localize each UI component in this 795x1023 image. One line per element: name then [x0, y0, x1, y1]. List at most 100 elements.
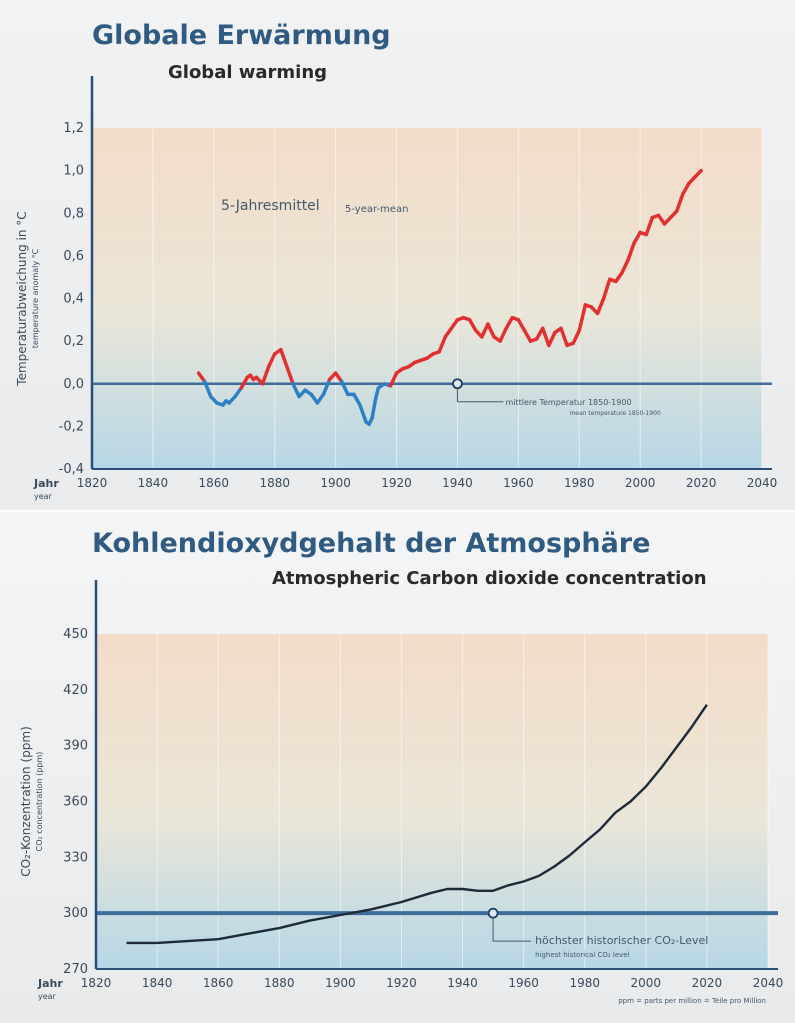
x-tick-label: 1980	[564, 476, 595, 490]
series-segment	[540, 326, 551, 348]
x-tick-label: 1940	[442, 476, 473, 490]
y-tick-label: 450	[63, 627, 88, 642]
series-segment	[674, 192, 685, 213]
series-segment	[693, 168, 703, 179]
y-tick-label: 0,4	[63, 292, 84, 307]
y-axis-sublabel: temperature anomaly °C	[31, 248, 40, 348]
reference-marker	[452, 378, 463, 390]
x-tick-label: 2000	[631, 976, 662, 990]
reference-leader	[456, 387, 504, 403]
series-segment	[522, 328, 533, 343]
x-axis-label: Jahr	[33, 477, 59, 490]
x-tick-label: 2020	[692, 976, 723, 990]
series-segment	[559, 326, 569, 348]
y-tick-label: 420	[63, 683, 88, 698]
x-tick-label: 2020	[686, 476, 717, 490]
series-segment	[480, 322, 490, 339]
chart-title: Globale Erwärmung	[92, 20, 391, 51]
series-segment	[516, 318, 527, 333]
series-segment	[467, 318, 478, 333]
y-tick-label: 300	[63, 906, 88, 921]
series-annotation: 5-Jahresmittel	[221, 198, 320, 214]
y-tick-label: 360	[63, 795, 88, 810]
series-segment	[595, 296, 606, 316]
series-segment	[681, 181, 691, 196]
series-annotation-sub: 5-year-mean	[345, 204, 408, 215]
series-segment	[291, 382, 301, 399]
x-tick-label: 2000	[625, 476, 656, 490]
x-tick-label: 1860	[199, 476, 230, 490]
series-segment	[285, 364, 295, 386]
x-tick-label: 2040	[747, 476, 778, 490]
reference-label: höchster historischer CO₂-Level	[535, 934, 708, 947]
x-tick-label: 1960	[508, 976, 539, 990]
series-segment	[266, 352, 277, 369]
x-tick-label: 1980	[569, 976, 600, 990]
footnote: ppm = parts per million = Teile pro Mill…	[618, 997, 766, 1005]
reference-marker	[487, 907, 499, 919]
reference-sublabel: highest historical CO₂ level	[535, 951, 630, 959]
series-segment	[239, 375, 250, 390]
reference-sublabel: mean temperature 1850-1900	[569, 410, 660, 417]
y-tick-label: 0,0	[63, 377, 84, 392]
x-tick-label: 1860	[203, 976, 234, 990]
x-tick-label: 1920	[381, 476, 412, 490]
series-segment	[632, 230, 642, 245]
series-segment	[626, 241, 636, 262]
temperature-chart: -0,4 -0,2 0,0 0,2 0,4 0,6 0,8 1,0 1,2 1820 1840 186…	[15, 76, 778, 501]
x-tick-label: 1920	[386, 976, 417, 990]
y-tick-label: -0,2	[59, 419, 84, 434]
series-segment	[370, 399, 377, 420]
y-axis-sublabel: CO₂ concentration (ppm)	[35, 752, 44, 852]
series-segment	[498, 326, 508, 343]
y-tick-label: 270	[63, 962, 88, 977]
series-segment	[339, 379, 350, 397]
y-axis-label: Temperaturabweichung in °C	[15, 211, 29, 386]
y-tick-label: -0,4	[59, 462, 84, 477]
series-segment	[620, 258, 630, 275]
x-tick-label: 1940	[447, 976, 478, 990]
series-segment	[321, 377, 332, 397]
series-segment	[577, 303, 588, 333]
y-tick-label: 0,2	[63, 334, 84, 349]
x-tick-label: 1840	[138, 476, 169, 490]
reference-label: mittlere Temperatur 1850-1900	[505, 398, 631, 407]
plot-area	[92, 128, 762, 469]
x-axis-sublabel: year	[38, 992, 57, 1001]
chart-subtitle: Atmospheric Carbon dioxide concentration	[272, 568, 707, 589]
reference-leader	[492, 917, 532, 942]
series-segment	[279, 347, 289, 369]
y-tick-label: 0,6	[63, 249, 84, 264]
chart-title: Kohlendioxydgehalt der Atmosphäre	[92, 528, 651, 559]
x-tick-label: 1900	[320, 476, 351, 490]
series-segment	[352, 392, 362, 407]
x-tick-label: 1880	[259, 476, 290, 490]
x-tick-label: 1960	[503, 476, 534, 490]
x-tick-label: 1840	[142, 976, 173, 990]
y-tick-label: 1,0	[63, 164, 84, 179]
series-segment	[388, 371, 399, 388]
series-segment	[437, 335, 448, 354]
series-segment	[644, 215, 655, 237]
x-axis-label: Jahr	[37, 977, 63, 990]
x-tick-label: 1820	[77, 476, 108, 490]
series-segment	[486, 322, 496, 339]
series-segment	[260, 364, 271, 386]
series-segment	[202, 379, 213, 399]
chart-subtitle: Global warming	[168, 62, 328, 83]
series-segment	[601, 277, 612, 301]
co2-panel: Kohlendioxydgehalt der Atmosphäre Atmosp…	[0, 512, 795, 1023]
x-axis-sublabel: year	[34, 492, 53, 501]
x-tick-label: 1880	[264, 976, 295, 990]
series-segment	[358, 403, 368, 424]
temperature-panel: Globale Erwärmung Global warming -0,4 -0,…	[0, 0, 795, 512]
y-tick-label: 0,8	[63, 206, 84, 221]
plot-area	[96, 634, 768, 969]
series-segment	[547, 330, 557, 348]
x-tick-label: 2040	[753, 976, 784, 990]
series-line	[126, 704, 708, 945]
y-axis-label: CO₂-Konzentration (ppm)	[19, 726, 33, 877]
series-segment	[571, 328, 582, 346]
y-tick-label: 390	[63, 739, 88, 754]
y-tick-label: 1,2	[63, 121, 84, 136]
